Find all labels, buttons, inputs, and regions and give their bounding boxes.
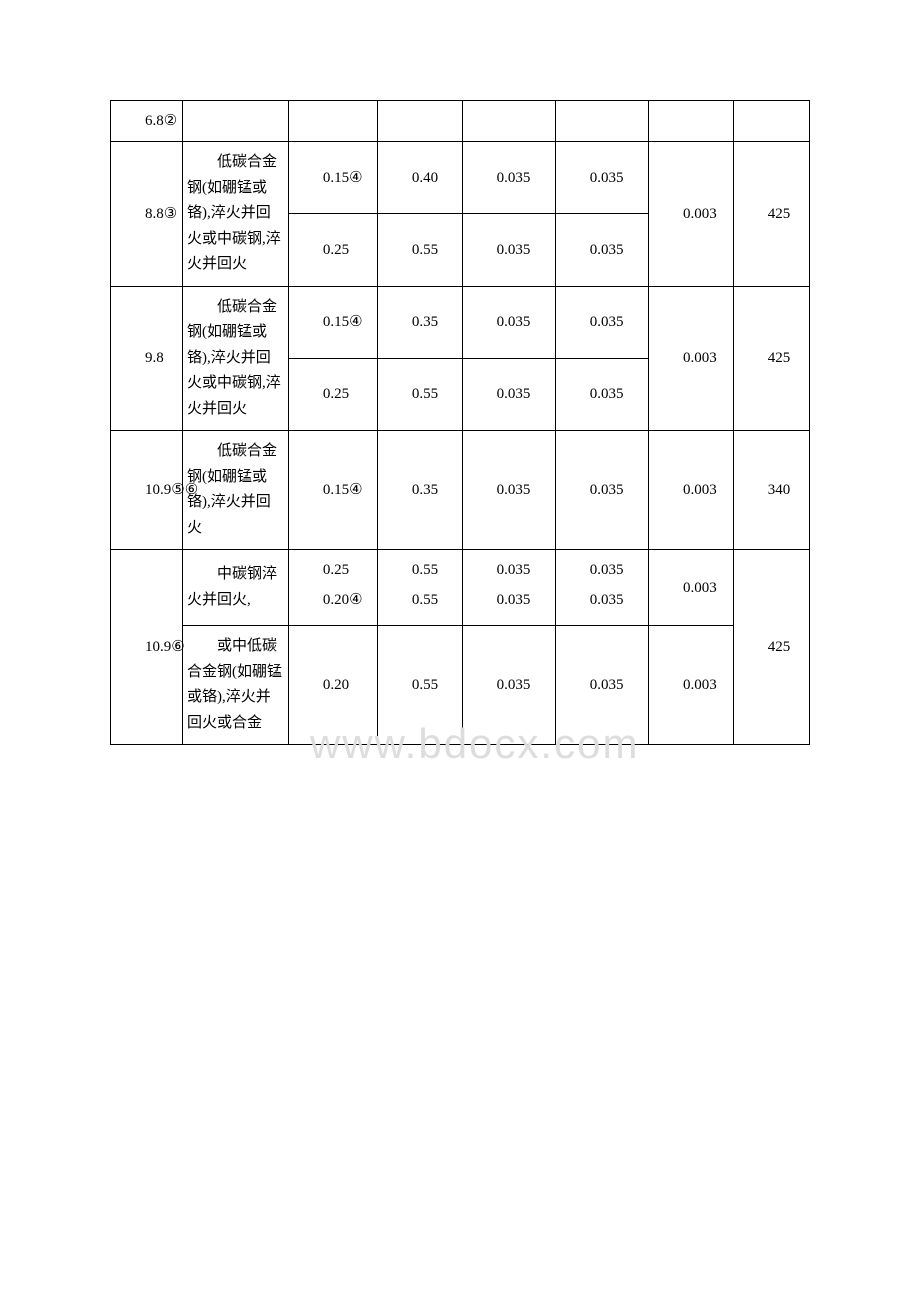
cell-val: 0.003 (648, 431, 733, 550)
cell-val: 0.003 (648, 286, 733, 431)
cell-desc: 低碳合金钢(如硼锰或铬),淬火并回火 (183, 431, 289, 550)
cell-val: 425 (733, 286, 809, 431)
data-table: 6.8② 8.8③ 低碳合金钢(如硼锰或铬),淬火并回火或中碳钢,淬火并回火 0… (110, 100, 810, 745)
cell-val: 340 (733, 431, 809, 550)
cell-val: 0.15④ (288, 431, 377, 550)
cell-val: 425 (733, 550, 809, 745)
cell-val: 0.20 (288, 626, 377, 745)
cell-desc: 中碳钢淬火并回火, (183, 550, 289, 626)
cell-val: 0.003 (648, 142, 733, 287)
table-row: 8.8③ 低碳合金钢(如硼锰或铬),淬火并回火或中碳钢,淬火并回火 0.15④ … (111, 142, 810, 214)
cell-val: 0.55 (377, 214, 462, 286)
cell-val: 0.003 (648, 550, 733, 626)
cell-val: 0.035 (555, 286, 648, 358)
cell-val: 0.035 (555, 142, 648, 214)
table-row: 6.8② (111, 101, 810, 142)
cell-val: 0.035 (555, 358, 648, 430)
cell-desc: 低碳合金钢(如硼锰或铬),淬火并回火或中碳钢,淬火并回火 (183, 142, 289, 287)
cell-val: 0.035 (555, 214, 648, 286)
table-row: 10.9⑤⑥ 低碳合金钢(如硼锰或铬),淬火并回火 0.15④ 0.35 0.0… (111, 431, 810, 550)
cell-val: 0.035 (462, 286, 555, 358)
cell-val: 0.035 (462, 358, 555, 430)
table-row: 10.9⑥ 中碳钢淬火并回火, 0.25 0.20④ 0.55 0.55 0.0… (111, 550, 810, 626)
table-row: 或中低碳合金钢(如硼锰或铬),淬火并回火或合金 0.20 0.55 0.035 … (111, 626, 810, 745)
cell-val: 0.035 (462, 431, 555, 550)
cell-val: 0.003 (648, 626, 733, 745)
cell-val (462, 101, 555, 142)
cell-val: 0.035 (462, 142, 555, 214)
cell-val: 0.55 (377, 626, 462, 745)
cell-id: 9.8 (111, 286, 183, 431)
table-row: 9.8 低碳合金钢(如硼锰或铬),淬火并回火或中碳钢,淬火并回火 0.15④ 0… (111, 286, 810, 358)
cell-id: 10.9⑤⑥ (111, 431, 183, 550)
cell-val: 0.25 (288, 214, 377, 286)
cell-val: 0.55 0.55 (377, 550, 462, 626)
cell-val: 0.25 0.20④ (288, 550, 377, 626)
cell-val: 0.035 (555, 626, 648, 745)
cell-id: 10.9⑥ (111, 550, 183, 745)
cell-val: 0.035 (555, 431, 648, 550)
cell-val: 0.40 (377, 142, 462, 214)
cell-val: 0.035 (462, 214, 555, 286)
cell-val: 0.35 (377, 431, 462, 550)
cell-desc: 低碳合金钢(如硼锰或铬),淬火并回火或中碳钢,淬火并回火 (183, 286, 289, 431)
cell-val: 0.035 0.035 (555, 550, 648, 626)
cell-val (555, 101, 648, 142)
cell-val: 0.55 (377, 358, 462, 430)
cell-desc: 或中低碳合金钢(如硼锰或铬),淬火并回火或合金 (183, 626, 289, 745)
cell-val (733, 101, 809, 142)
cell-val: 0.15④ (288, 142, 377, 214)
cell-val (648, 101, 733, 142)
cell-desc (183, 101, 289, 142)
cell-id: 8.8③ (111, 142, 183, 287)
cell-val: 0.035 0.035 (462, 550, 555, 626)
cell-val (288, 101, 377, 142)
cell-val: 0.35 (377, 286, 462, 358)
cell-val: 0.25 (288, 358, 377, 430)
cell-val: 0.035 (462, 626, 555, 745)
cell-val (377, 101, 462, 142)
cell-val: 0.15④ (288, 286, 377, 358)
cell-val: 425 (733, 142, 809, 287)
cell-id: 6.8② (111, 101, 183, 142)
